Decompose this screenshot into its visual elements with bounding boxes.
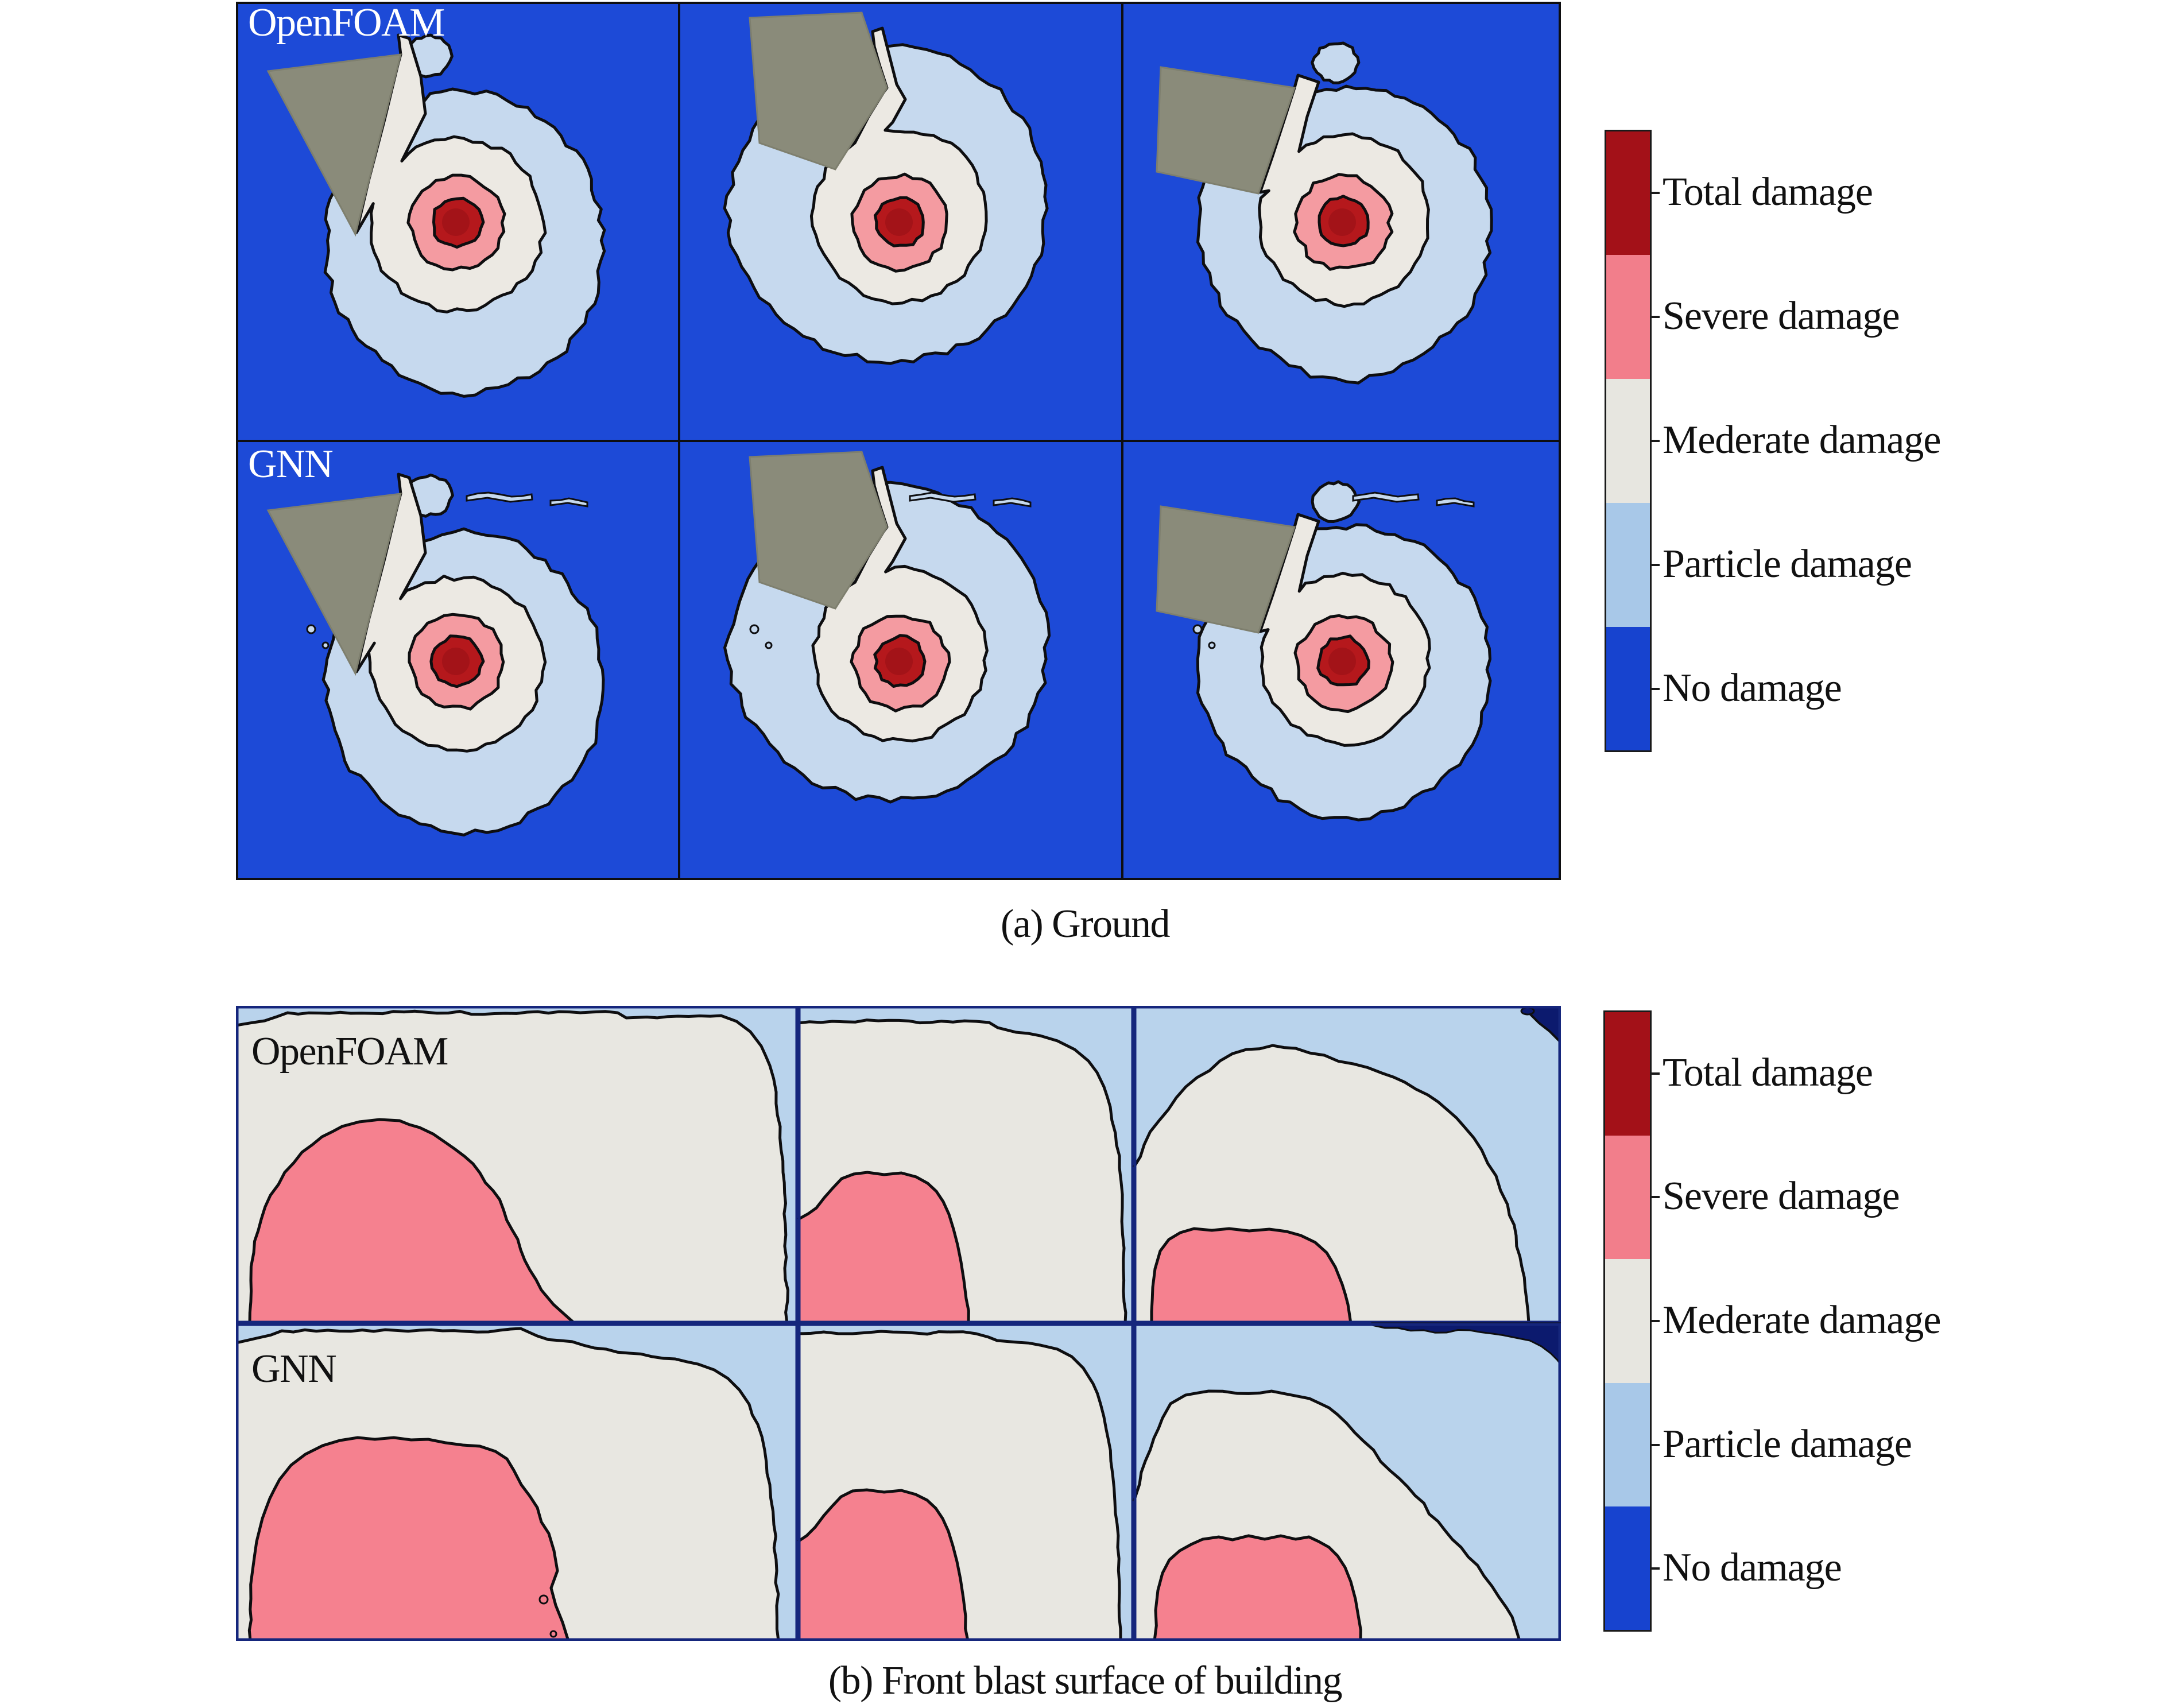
- svg-text:OpenFOAM: OpenFOAM: [248, 2, 444, 45]
- svg-text:GNN: GNN: [251, 1347, 336, 1391]
- svg-text:OpenFOAM: OpenFOAM: [251, 1029, 448, 1074]
- svg-text:GNN: GNN: [248, 442, 332, 486]
